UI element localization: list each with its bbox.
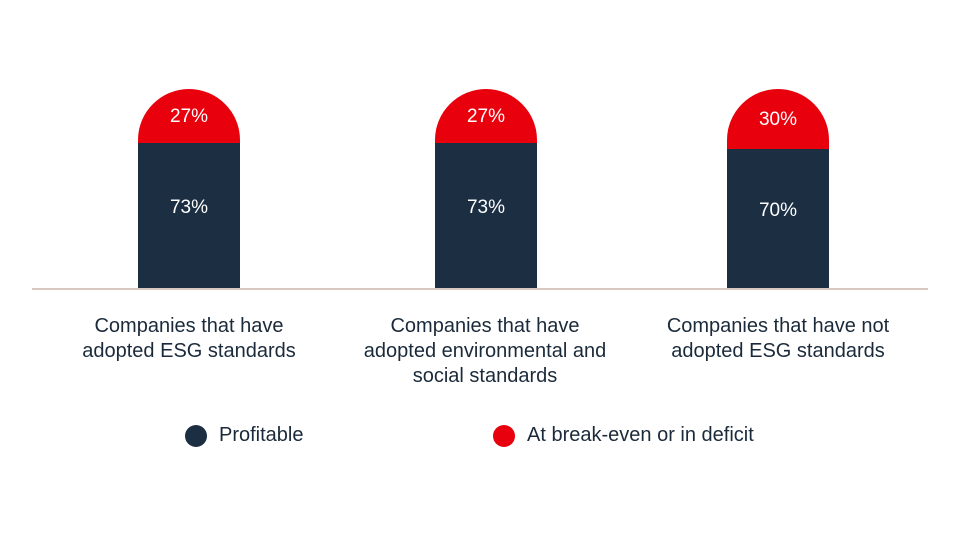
legend-label-deficit: At break-even or in deficit <box>527 424 754 446</box>
data-label-profitable-2: 73% <box>467 197 505 218</box>
data-label-deficit-1: 27% <box>170 106 208 127</box>
bar-profitable-3 <box>727 149 829 289</box>
bar-profitable-1 <box>138 143 240 289</box>
data-label-deficit-2: 27% <box>467 106 505 127</box>
bar-deficit-3 <box>727 89 829 149</box>
category-label-2: Companies that have adopted environmenta… <box>363 315 607 387</box>
bar-deficit-2 <box>435 89 537 143</box>
legend-label-profitable: Profitable <box>219 424 304 446</box>
bar-profitable-2 <box>435 143 537 289</box>
legend-item-deficit: At break-even or in deficit <box>493 424 754 447</box>
data-label-deficit-3: 30% <box>759 109 797 130</box>
legend-swatch-deficit <box>493 424 515 447</box>
data-label-profitable-1: 73% <box>170 197 208 218</box>
bar-deficit-1 <box>138 89 240 143</box>
category-label-1: Companies that have adopted ESG standard… <box>82 315 296 362</box>
legend-item-profitable: Profitable <box>185 424 304 447</box>
category-label-3: Companies that have not adopted ESG stan… <box>666 315 890 362</box>
legend-swatch-profitable <box>185 424 207 447</box>
data-label-profitable-3: 70% <box>759 200 797 221</box>
